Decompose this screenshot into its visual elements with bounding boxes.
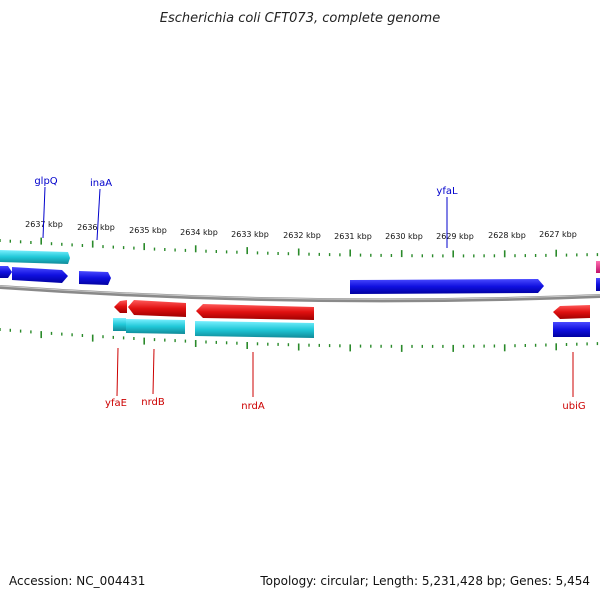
reverse-gene-nrdB[interactable] [128,300,186,317]
forward-gene-magenta[interactable] [596,261,600,273]
tick-label: 2632 kbp [283,231,321,240]
reverse-gene-labels: yfaE nrdB nrdA ubiG [105,347,586,412]
topology-text: Topology: circular; Length: 5,231,428 bp… [260,574,590,588]
label-leader [116,347,119,397]
tick-label: 2627 kbp [539,230,577,239]
reverse-gene-nrdA[interactable] [196,304,314,320]
outer-tick-ring [0,237,599,258]
tick-label: 2631 kbp [334,232,372,241]
genome-backbone [0,285,600,303]
forward-gene-glpQ[interactable] [12,267,68,283]
gene-label-nrdA[interactable]: nrdA [241,401,265,412]
tick-label: 2634 kbp [180,228,218,237]
accession-text: Accession: NC_004431 [9,574,146,588]
tick-label: 2633 kbp [231,230,269,239]
gene-label-yfaE[interactable]: yfaE [105,398,127,409]
gene-label-nrdB[interactable]: nrdB [141,397,165,408]
tick-label: 2635 kbp [129,226,167,235]
cog-feature[interactable] [0,250,70,264]
inner-tick-ring [0,328,599,352]
reverse-cog-track [113,318,590,338]
cog-feature[interactable] [195,321,314,338]
forward-gene[interactable] [596,278,600,291]
tick-label: 2636 kbp [77,223,115,232]
gene-label-glpQ[interactable]: glpQ [34,176,57,187]
gene-label-inaA[interactable]: inaA [90,178,112,189]
forward-gene-inaA[interactable] [79,271,111,285]
cog-feature[interactable] [126,319,185,334]
reverse-gene-track [114,300,590,320]
label-leader [42,186,46,239]
tick-label: 2630 kbp [385,232,423,241]
map-title: Escherichia coli CFT073, complete genome [160,11,440,26]
cog-feature[interactable] [553,322,590,337]
reverse-gene-yfaE[interactable] [114,300,127,313]
forward-cog-track [0,250,70,264]
reverse-gene-ubiG[interactable] [553,305,590,319]
gene-label-yfaL[interactable]: yfaL [436,186,458,197]
label-leader [96,188,101,241]
tick-label: 2628 kbp [488,231,526,240]
tick-label: 2629 kbp [436,232,474,241]
forward-gene-labels: glpQ inaA yfaL [34,176,458,248]
forward-gene[interactable] [0,266,12,278]
label-leader [152,348,155,395]
gene-label-ubiG[interactable]: ubiG [562,401,585,412]
tick-labels: 2637 kbp 2636 kbp 2635 kbp 2634 kbp 2633… [25,220,577,241]
forward-gene-track [0,261,600,294]
cog-feature[interactable] [113,318,126,331]
genome-backbone-highlight [0,285,600,300]
forward-gene-yfaL[interactable] [350,279,544,294]
